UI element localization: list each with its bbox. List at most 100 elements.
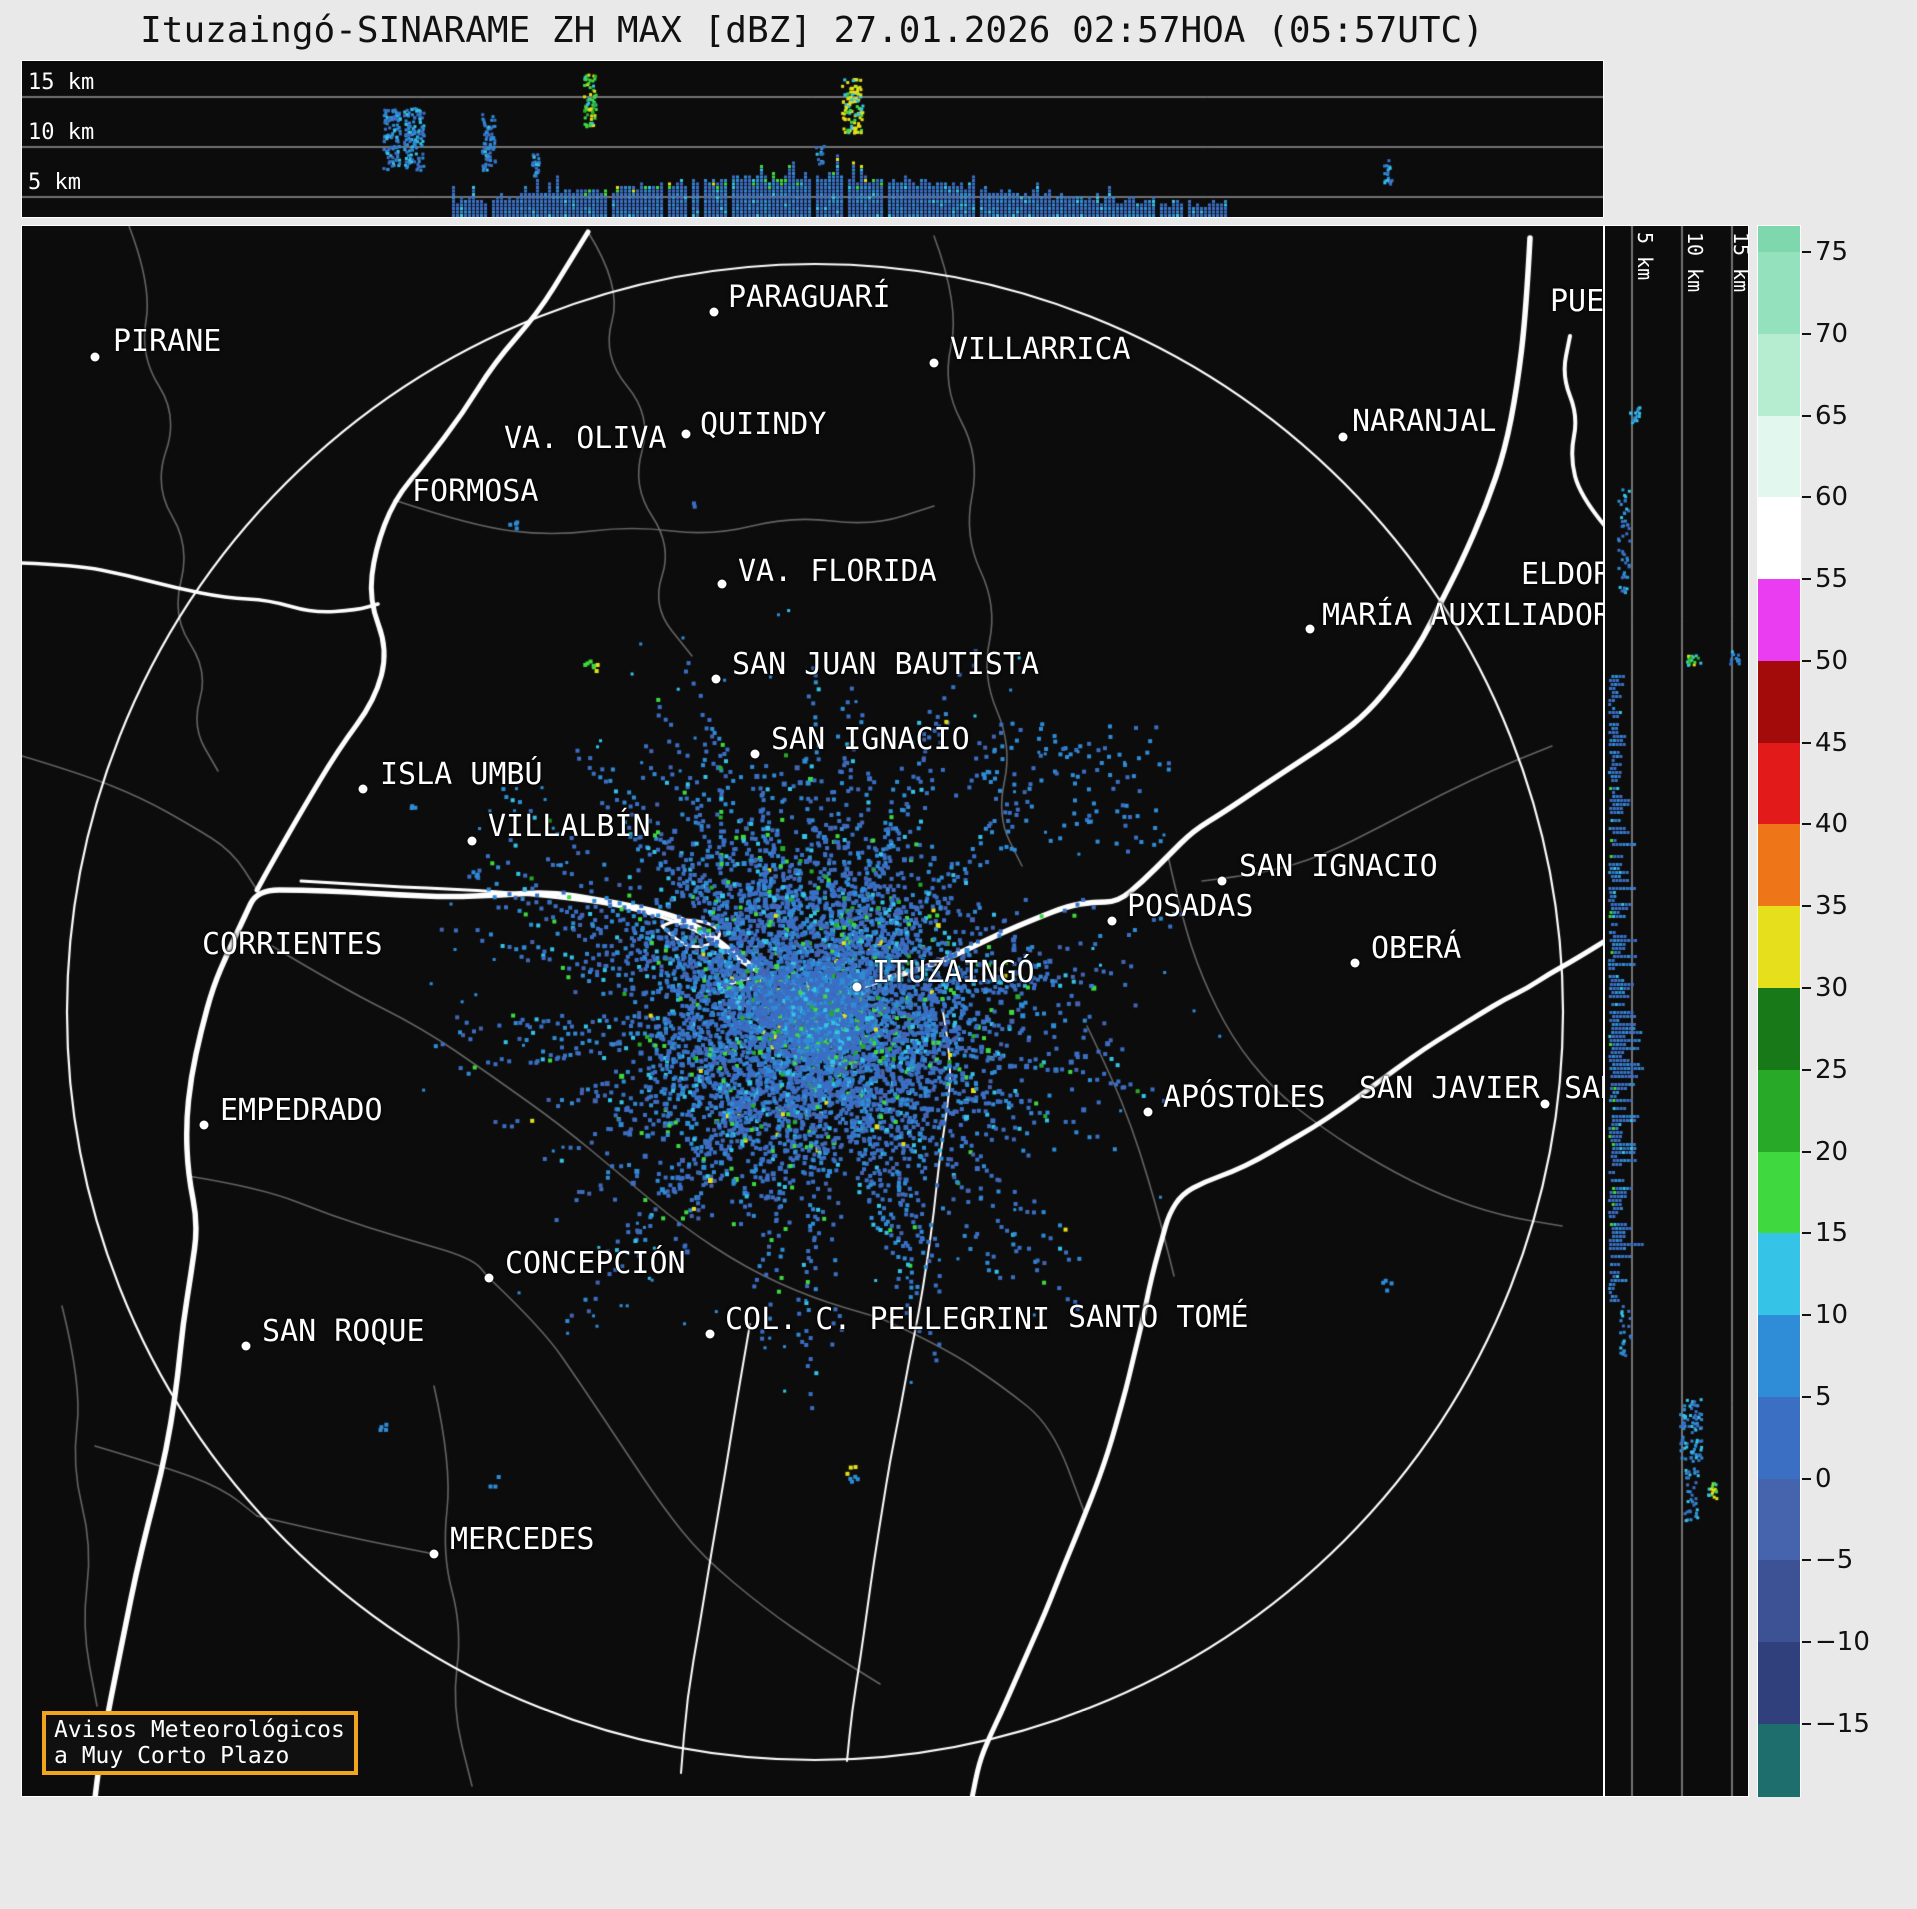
colorbar-band (1758, 579, 1800, 662)
city-marker (1217, 876, 1227, 886)
colorbar-tick-label: 5 (1815, 1381, 1832, 1412)
colorbar-tick-label: 60 (1815, 482, 1849, 513)
city-label: NARANJAL (1352, 404, 1497, 439)
colorbar-tick-label: −15 (1815, 1709, 1870, 1739)
altitude-label-5km: 5 km (28, 170, 81, 195)
city-label: VILLALBÍN (488, 809, 651, 844)
colorbar-band (1758, 497, 1800, 580)
city-label: EMPEDRADO (220, 1093, 383, 1128)
altitude-label-10km: 10 km (28, 120, 95, 145)
colorbar-band (1758, 1233, 1800, 1316)
colorbar-tick (1802, 1477, 1811, 1480)
colorbar-tick (1802, 496, 1811, 499)
colorbar-tick-label: 40 (1815, 809, 1849, 840)
colorbar-band (1758, 906, 1800, 989)
warning-line-2: a Muy Corto Plazo (54, 1743, 290, 1769)
colorbar-band (1758, 742, 1800, 825)
city-label: PARAGUARÍ (728, 280, 891, 315)
colorbar-tick (1802, 905, 1811, 908)
colorbar (1757, 225, 1801, 1797)
colorbar-band (1758, 333, 1800, 417)
city-label: APÓSTOLES (1163, 1080, 1326, 1115)
city-label: SAN JAVIER (1359, 1071, 1540, 1106)
colorbar-tick (1802, 1068, 1811, 1071)
city-label: SAN (1564, 1071, 1603, 1106)
city-label: CORRIENTES (202, 927, 383, 962)
colorbar-tick (1802, 1559, 1811, 1562)
colorbar-tick (1802, 578, 1811, 581)
city-marker (750, 749, 760, 759)
city-label: ELDORADO (1521, 557, 1603, 592)
city-label: MARÍA AUXILIADORA (1322, 598, 1604, 633)
colorbar-tick-label: 10 (1815, 1300, 1849, 1331)
warning-line-1: Avisos Meteorológicos (54, 1717, 345, 1743)
city-marker (358, 784, 368, 794)
city-marker (1350, 958, 1360, 968)
city-marker (90, 352, 100, 362)
colorbar-tick (1802, 332, 1811, 335)
altitude-label-10km-right: 10 km (1683, 232, 1707, 293)
colorbar-tick-label: 35 (1815, 891, 1849, 922)
altitude-label-15km-right: 15 km (1729, 232, 1749, 293)
city-marker (467, 836, 477, 846)
colorbar-band (1758, 1560, 1800, 1643)
city-marker (1540, 1099, 1550, 1109)
city-label: PUERTO (1550, 284, 1604, 319)
colorbar-band (1758, 1724, 1800, 1797)
colorbar-tick-label: 65 (1815, 400, 1849, 431)
colorbar-band (1758, 1069, 1800, 1153)
colorbar-tick (1802, 659, 1811, 662)
city-label: PIRANE (113, 324, 222, 359)
colorbar-band (1758, 660, 1800, 744)
city-label: SAN ROQUE (262, 1314, 425, 1349)
vertical-cross-section-top: 15 km 10 km 5 km (21, 60, 1604, 218)
product-title: Ituzaingó-SINARAME ZH MAX [dBZ] 27.01.20… (140, 10, 1484, 51)
colorbar-tick (1802, 741, 1811, 744)
colorbar-tick (1802, 1641, 1811, 1644)
vertical-cross-section-right: 5 km 10 km 15 km (1604, 225, 1749, 1797)
city-label: POSADAS (1127, 889, 1254, 924)
city-label: FORMOSA (412, 474, 539, 509)
right-cross-section-canvas (1605, 226, 1748, 1796)
city-marker (1143, 1107, 1153, 1117)
colorbar-tick-label: 70 (1815, 318, 1849, 349)
colorbar-tick-label: 30 (1815, 973, 1849, 1003)
colorbar-band (1758, 1315, 1800, 1398)
radar-map-canvas (22, 226, 1603, 1796)
city-marker (1338, 432, 1348, 442)
colorbar-tick-label: 25 (1815, 1054, 1849, 1085)
colorbar-band (1758, 226, 1800, 253)
colorbar-tick-label: −10 (1815, 1627, 1870, 1658)
colorbar-tick (1802, 987, 1811, 989)
warning-box: Avisos Meteorológicos a Muy Corto Plazo (42, 1711, 358, 1775)
city-label: SAN IGNACIO (1239, 849, 1438, 884)
city-label: VA. OLIVA (504, 421, 667, 456)
colorbar-band (1758, 415, 1800, 498)
city-marker (1107, 916, 1117, 926)
colorbar-band (1758, 1478, 1800, 1561)
top-cross-section-canvas (22, 61, 1603, 217)
colorbar-tick-label: 75 (1815, 237, 1849, 267)
colorbar-tick-label: 0 (1815, 1463, 1832, 1494)
colorbar-tick (1802, 823, 1811, 826)
colorbar-tick-label: 55 (1815, 564, 1849, 595)
colorbar-band (1758, 1642, 1800, 1725)
city-marker (681, 429, 691, 439)
city-marker (1305, 624, 1315, 634)
colorbar-tick (1802, 251, 1811, 253)
colorbar-tick (1802, 1232, 1811, 1235)
colorbar-tick (1802, 1150, 1811, 1153)
colorbar-tick-label: 15 (1815, 1218, 1849, 1249)
city-label: QUIINDY (700, 407, 827, 442)
city-label: COL. C. PELLEGRINI (725, 1302, 1051, 1337)
city-marker (929, 358, 939, 368)
city-marker (852, 982, 862, 992)
city-label: SAN IGNACIO (771, 722, 970, 757)
footer: Servicio Meteorológico Nacional Argentin… (0, 1797, 1917, 1909)
city-marker (241, 1341, 251, 1351)
city-label: ITUZAINGÓ (872, 955, 1035, 990)
colorbar-band (1758, 252, 1800, 335)
colorbar-tick (1802, 1723, 1811, 1725)
city-marker (429, 1549, 439, 1559)
